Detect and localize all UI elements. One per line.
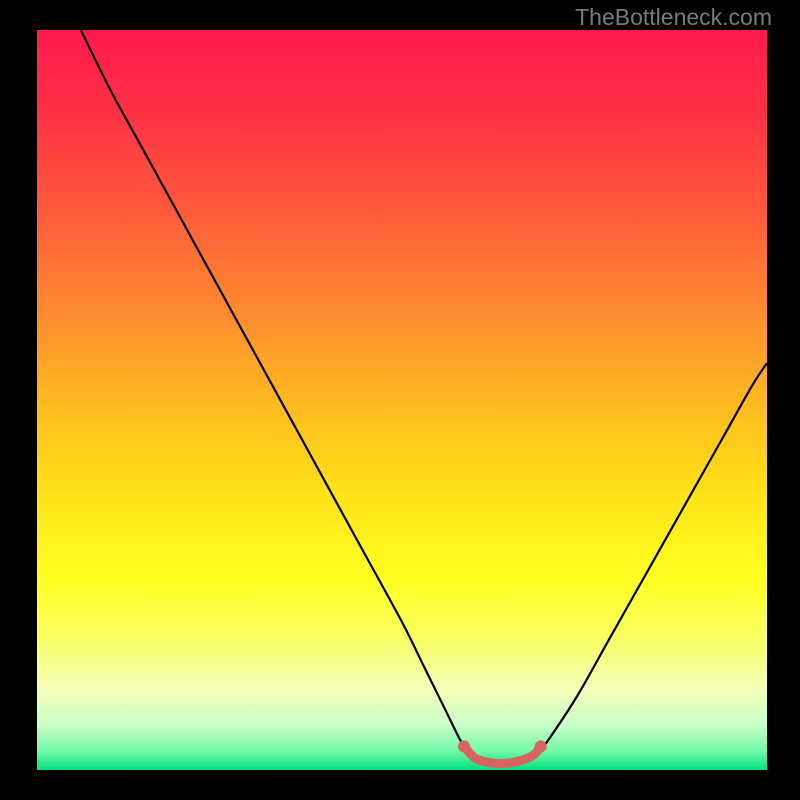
main-curve-path [81, 30, 767, 763]
valley-endcap-0 [458, 740, 470, 752]
valley-endcap-1 [535, 740, 547, 752]
watermark-text: TheBottleneck.com [575, 4, 772, 31]
valley-highlight-path [464, 746, 541, 763]
bottleneck-curve [0, 0, 800, 800]
chart-frame: TheBottleneck.com [0, 0, 800, 800]
